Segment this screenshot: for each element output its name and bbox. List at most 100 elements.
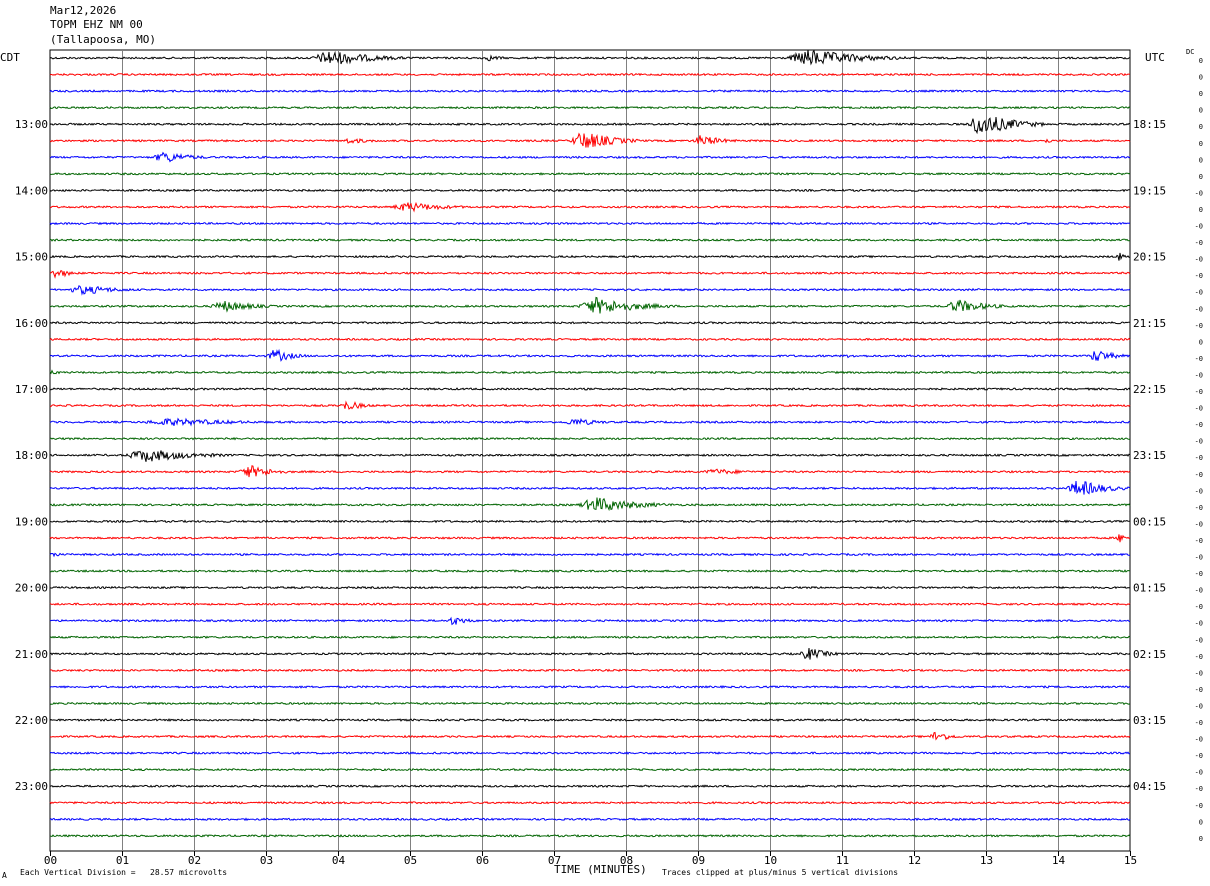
x-tick-label: 03 — [260, 854, 273, 867]
seismic-trace — [49, 701, 1131, 706]
x-tick-label: 02 — [188, 854, 201, 867]
x-tick-label: 13 — [980, 854, 993, 867]
seismic-trace — [49, 784, 1131, 789]
seismic-trace — [49, 172, 1131, 176]
dc-offset-value: -0 — [1195, 702, 1203, 710]
x-tick-label: 05 — [404, 854, 417, 867]
dc-offset-value: 0 — [1199, 338, 1203, 346]
dc-offset-value: 0 — [1199, 74, 1203, 82]
dc-offset-value: -0 — [1195, 520, 1203, 528]
dc-offset-value: 0 — [1199, 57, 1203, 65]
header-date: Mar12,2026 — [50, 4, 117, 17]
cdt-hour-label: 19:00 — [15, 515, 48, 528]
cdt-hour-label: 16:00 — [15, 317, 48, 330]
seismic-trace — [49, 320, 1131, 325]
dc-offset-value: 0 — [1199, 835, 1203, 843]
dc-offset-value: -0 — [1195, 239, 1203, 247]
seismic-trace — [49, 296, 1131, 314]
seismic-trace — [49, 151, 1131, 163]
dc-offset-value: -0 — [1195, 454, 1203, 462]
dc-offset-value: 0 — [1199, 123, 1203, 131]
seismic-trace — [49, 534, 1131, 543]
utc-hour-label: 03:15 — [1133, 714, 1166, 727]
x-tick-label: 06 — [476, 854, 489, 867]
corner-mark: A — [2, 871, 7, 880]
dc-offset-value: 0 — [1199, 173, 1203, 181]
dc-offset-value: -0 — [1195, 189, 1203, 197]
seismic-trace — [49, 635, 1131, 640]
dc-offset-value: -0 — [1195, 669, 1203, 677]
dc-offset-value: -0 — [1195, 653, 1203, 661]
cdt-hour-label: 20:00 — [15, 582, 48, 595]
dc-offset-value: -0 — [1195, 504, 1203, 512]
dc-offset-value: -0 — [1195, 487, 1203, 495]
dc-offset-value: -0 — [1195, 471, 1203, 479]
x-tick-label: 04 — [332, 854, 346, 867]
utc-hour-label: 04:15 — [1133, 780, 1166, 793]
x-tick-label: 10 — [764, 854, 777, 867]
x-tick-label: 01 — [116, 854, 129, 867]
dc-offset-value: 0 — [1199, 140, 1203, 148]
x-tick-label: 00 — [44, 854, 57, 867]
cdt-hour-label: 15:00 — [15, 251, 48, 264]
seismic-trace — [49, 834, 1131, 838]
dc-offset-value: -0 — [1195, 355, 1203, 363]
dc-offset-value: -0 — [1195, 620, 1203, 628]
seismic-trace — [49, 88, 1131, 94]
seismic-trace — [49, 552, 1130, 558]
seismic-trace — [49, 800, 1131, 805]
seismic-trace — [49, 285, 1131, 296]
seismic-trace — [49, 647, 1131, 660]
grid-layer — [49, 49, 1131, 856]
seismic-trace — [49, 685, 1131, 689]
seismic-trace — [49, 348, 1131, 362]
seismic-trace — [49, 731, 1131, 741]
cdt-hour-label: 23:00 — [15, 780, 48, 793]
dc-offset-value: -0 — [1195, 289, 1203, 297]
dc-offset-value: -0 — [1195, 256, 1203, 264]
seismic-trace — [49, 369, 1131, 375]
dc-offset-value: -0 — [1195, 421, 1203, 429]
seismic-trace — [49, 767, 1131, 772]
seismic-trace — [49, 387, 1131, 391]
dc-label: DC — [1186, 48, 1195, 56]
x-tick-label: 15 — [1124, 854, 1137, 867]
dc-offset-value: -0 — [1195, 272, 1203, 280]
seismic-trace — [50, 252, 1131, 261]
seismic-trace — [49, 238, 1131, 242]
utc-hour-label: 21:15 — [1133, 317, 1166, 330]
header-location: (Tallapoosa, MO) — [50, 33, 156, 46]
seismic-trace — [49, 569, 1131, 573]
seismic-trace — [49, 436, 1131, 441]
traces-layer — [49, 49, 1131, 838]
dc-offset-value: -0 — [1195, 388, 1203, 396]
dc-offset-value: -0 — [1195, 537, 1203, 545]
seismic-trace — [49, 465, 1131, 478]
seismic-trace — [49, 497, 1131, 512]
dc-offset-value: -0 — [1195, 322, 1203, 330]
seismic-trace — [49, 337, 1131, 342]
seismic-trace — [50, 519, 1131, 524]
cdt-hour-label: 18:00 — [15, 449, 48, 462]
dc-offset-value: -0 — [1195, 636, 1203, 644]
clip-note: Traces clipped at plus/minus 5 vertical … — [662, 868, 899, 877]
seismic-trace — [49, 221, 1131, 226]
labels-layer: 00 01 02 03 04 05 06 07 08 09 10 11 12 13 14 1500000000… — [15, 57, 1203, 867]
utc-hour-label: 02:15 — [1133, 648, 1166, 661]
utc-hour-label: 23:15 — [1133, 449, 1166, 462]
dc-offset-value: -0 — [1195, 736, 1203, 744]
seismic-trace — [49, 616, 1131, 626]
seismic-trace — [49, 116, 1131, 135]
dc-offset-value: -0 — [1195, 686, 1203, 694]
utc-hour-label: 00:15 — [1133, 515, 1166, 528]
seismic-trace — [49, 602, 1131, 606]
cdt-hour-label: 22:00 — [15, 714, 48, 727]
seismic-trace — [49, 201, 1131, 213]
seismic-trace — [49, 481, 1131, 495]
dc-offset-value: -0 — [1195, 802, 1203, 810]
cdt-hour-label: 14:00 — [15, 184, 48, 197]
left-timezone-label: CDT — [0, 51, 20, 64]
right-timezone-label: UTC — [1145, 51, 1165, 64]
cdt-hour-label: 17:00 — [15, 383, 48, 396]
